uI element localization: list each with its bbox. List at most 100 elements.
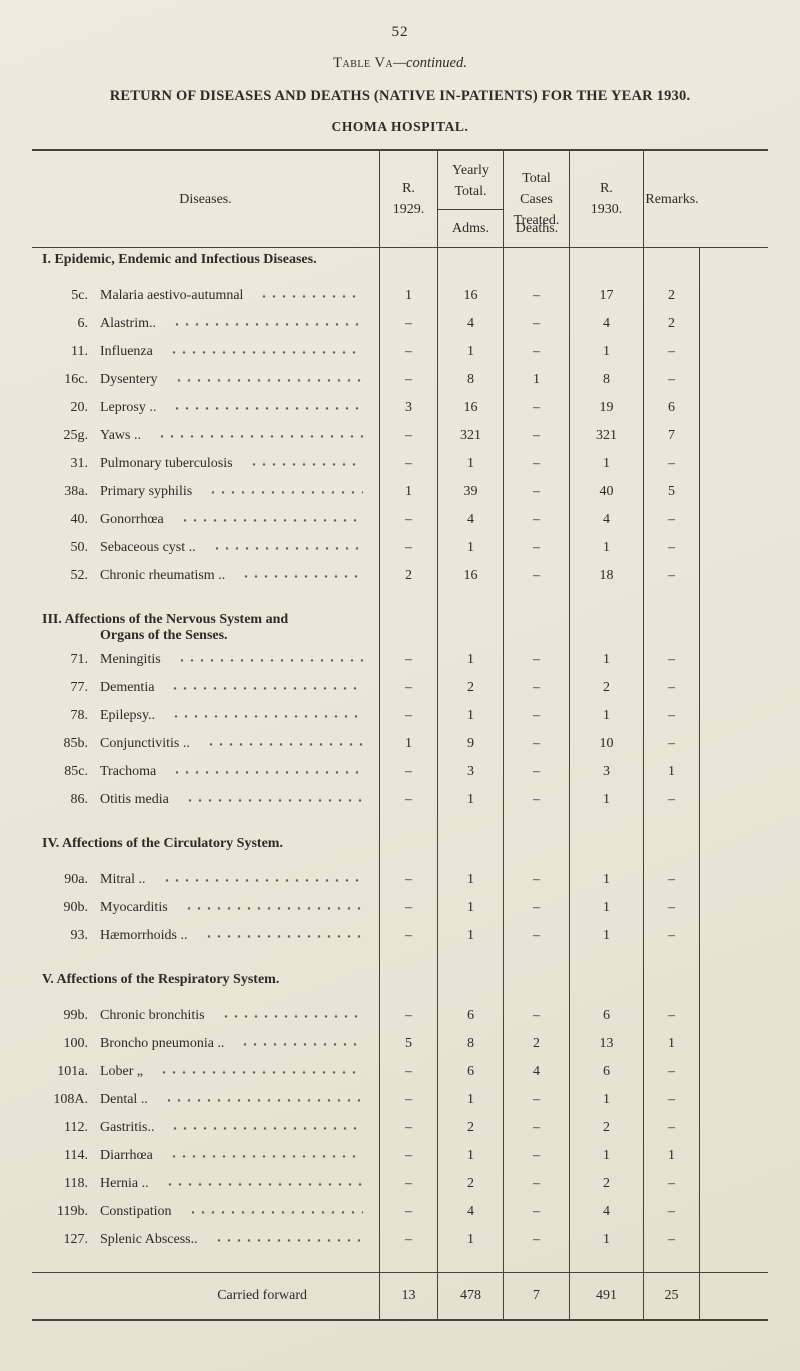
r1929-value: – (380, 1086, 438, 1114)
deaths-value: – (504, 1170, 570, 1198)
admissions-value: 4 (438, 506, 504, 534)
r1930-value: – (644, 894, 700, 922)
disease-number: 90b. (63, 900, 89, 915)
r1930-value: – (644, 730, 700, 758)
dot-leader (211, 1231, 363, 1249)
remarks-value (700, 450, 768, 478)
total-cases-value (570, 814, 644, 866)
r1929-value: – (380, 702, 438, 730)
page-title: RETURN OF DISEASES AND DEATHS (NATIVE IN… (109, 88, 691, 104)
remarks-value (700, 786, 768, 814)
disease-cell: 90b. Myocarditis (32, 894, 380, 922)
column-header-r1929: R. 1929. (380, 151, 438, 247)
r1929-value: – (380, 366, 438, 394)
r1929-value: – (380, 894, 438, 922)
deaths-value: – (504, 282, 570, 310)
total-cases-value: 4 (570, 1198, 644, 1226)
remarks-value (700, 814, 768, 866)
disease-cell: 16c. Dysentery (32, 366, 380, 394)
admissions-value: 1 (438, 450, 504, 478)
disease-cell (32, 1254, 380, 1272)
deaths-value: – (504, 422, 570, 450)
total-cases-value: 1 (570, 450, 644, 478)
disease-number: 85c. (64, 764, 88, 779)
admissions-value (438, 248, 504, 282)
r1930-value: – (644, 1226, 700, 1254)
remarks-value (700, 1142, 768, 1170)
dot-leader (168, 679, 363, 697)
r1930-value: 2 (644, 310, 700, 338)
table-caption-suffix: —continued. (393, 55, 467, 71)
dot-leader (166, 343, 363, 361)
r1929-value: – (380, 1170, 438, 1198)
admissions-value: 2 (438, 1170, 504, 1198)
remarks-value (700, 1254, 768, 1272)
document-page: 52 Table Va—continued. RETURN OF DISEASE… (32, 24, 768, 1321)
column-header-remarks: Remarks. (645, 191, 699, 207)
deaths-value: – (504, 922, 570, 950)
disease-cell: 119b. Constipation (32, 1198, 380, 1226)
remarks-value (700, 866, 768, 894)
admissions-value: 1 (438, 338, 504, 366)
total-cases-value: 321 (570, 422, 644, 450)
deaths-value: – (504, 338, 570, 366)
section-header-row: I. Epidemic, Endemic and Infectious Dise… (32, 248, 768, 282)
disease-label: Pulmonary tuberculosis (100, 456, 233, 471)
table-row: 40. Gonorrhœa – 4 – 4 – (32, 506, 768, 534)
dot-leader (168, 1119, 363, 1137)
disease-cell: 71. Meningitis (32, 646, 380, 674)
table-row: 99b. Chronic bronchitis – 6 – 6 – (32, 1002, 768, 1030)
admissions-value: 16 (438, 394, 504, 422)
r1929-value: – (380, 310, 438, 338)
r1930-value: – (644, 534, 700, 562)
disease-number: 90a. (64, 872, 88, 887)
disease-cell: 112. Gastritis.. (32, 1114, 380, 1142)
remarks-value (700, 282, 768, 310)
admissions-value: 1 (438, 646, 504, 674)
dot-leader (185, 1203, 363, 1221)
deaths-value: – (504, 646, 570, 674)
disease-number: 71. (70, 652, 89, 667)
disease-label: Primary syphilis (100, 484, 193, 499)
total-cases-value: 2 (570, 1170, 644, 1198)
column-header-admissions: Adms. (438, 210, 504, 247)
remarks-value (700, 894, 768, 922)
disease-number: 16c. (64, 372, 88, 387)
r1930-value (644, 814, 700, 866)
disease-label: Alastrim.. (100, 316, 156, 331)
section-title: I. Epidemic, Endemic and Infectious Dise… (42, 252, 317, 267)
deaths-value (504, 1254, 570, 1272)
deaths-value: – (504, 1114, 570, 1142)
table-row: 5c. Malaria aestivo-autumnal 1 16 – 17 2 (32, 282, 768, 310)
total-cases-value: 8 (570, 366, 644, 394)
r1929-value (380, 248, 438, 282)
admissions-value: 39 (438, 478, 504, 506)
total-cases-value: 6 (570, 1058, 644, 1086)
r1929-value: 2 (380, 562, 438, 590)
disease-label: Broncho pneumonia .. (100, 1036, 225, 1051)
disease-number: 108A. (53, 1092, 88, 1107)
disease-label: Myocarditis (100, 900, 168, 915)
column-header-r1930: R. 1930. (570, 151, 644, 247)
deaths-value (504, 248, 570, 282)
table-row: 31. Pulmonary tuberculosis – 1 – 1 – (32, 450, 768, 478)
carried-forward-label: Carried forward (32, 1273, 380, 1319)
disease-number: 127. (63, 1232, 89, 1247)
admissions-value (438, 1254, 504, 1272)
r1929-value: – (380, 422, 438, 450)
remarks-value (700, 310, 768, 338)
r1930-value: – (644, 866, 700, 894)
remarks-value (700, 1086, 768, 1114)
dot-leader (238, 1035, 363, 1053)
table-row: 118. Hernia .. – 2 – 2 – (32, 1170, 768, 1198)
disease-number: 38a. (64, 484, 88, 499)
dot-leader (239, 567, 363, 585)
total-cases-value (570, 1254, 644, 1272)
admissions-value (438, 814, 504, 866)
r1930-value (644, 950, 700, 1002)
r1930-value: 1 (644, 1142, 700, 1170)
disease-number: 52. (70, 568, 89, 583)
r1929-value: 5 (380, 1030, 438, 1058)
deaths-value: – (504, 394, 570, 422)
disease-cell: 25g. Yaws .. (32, 422, 380, 450)
